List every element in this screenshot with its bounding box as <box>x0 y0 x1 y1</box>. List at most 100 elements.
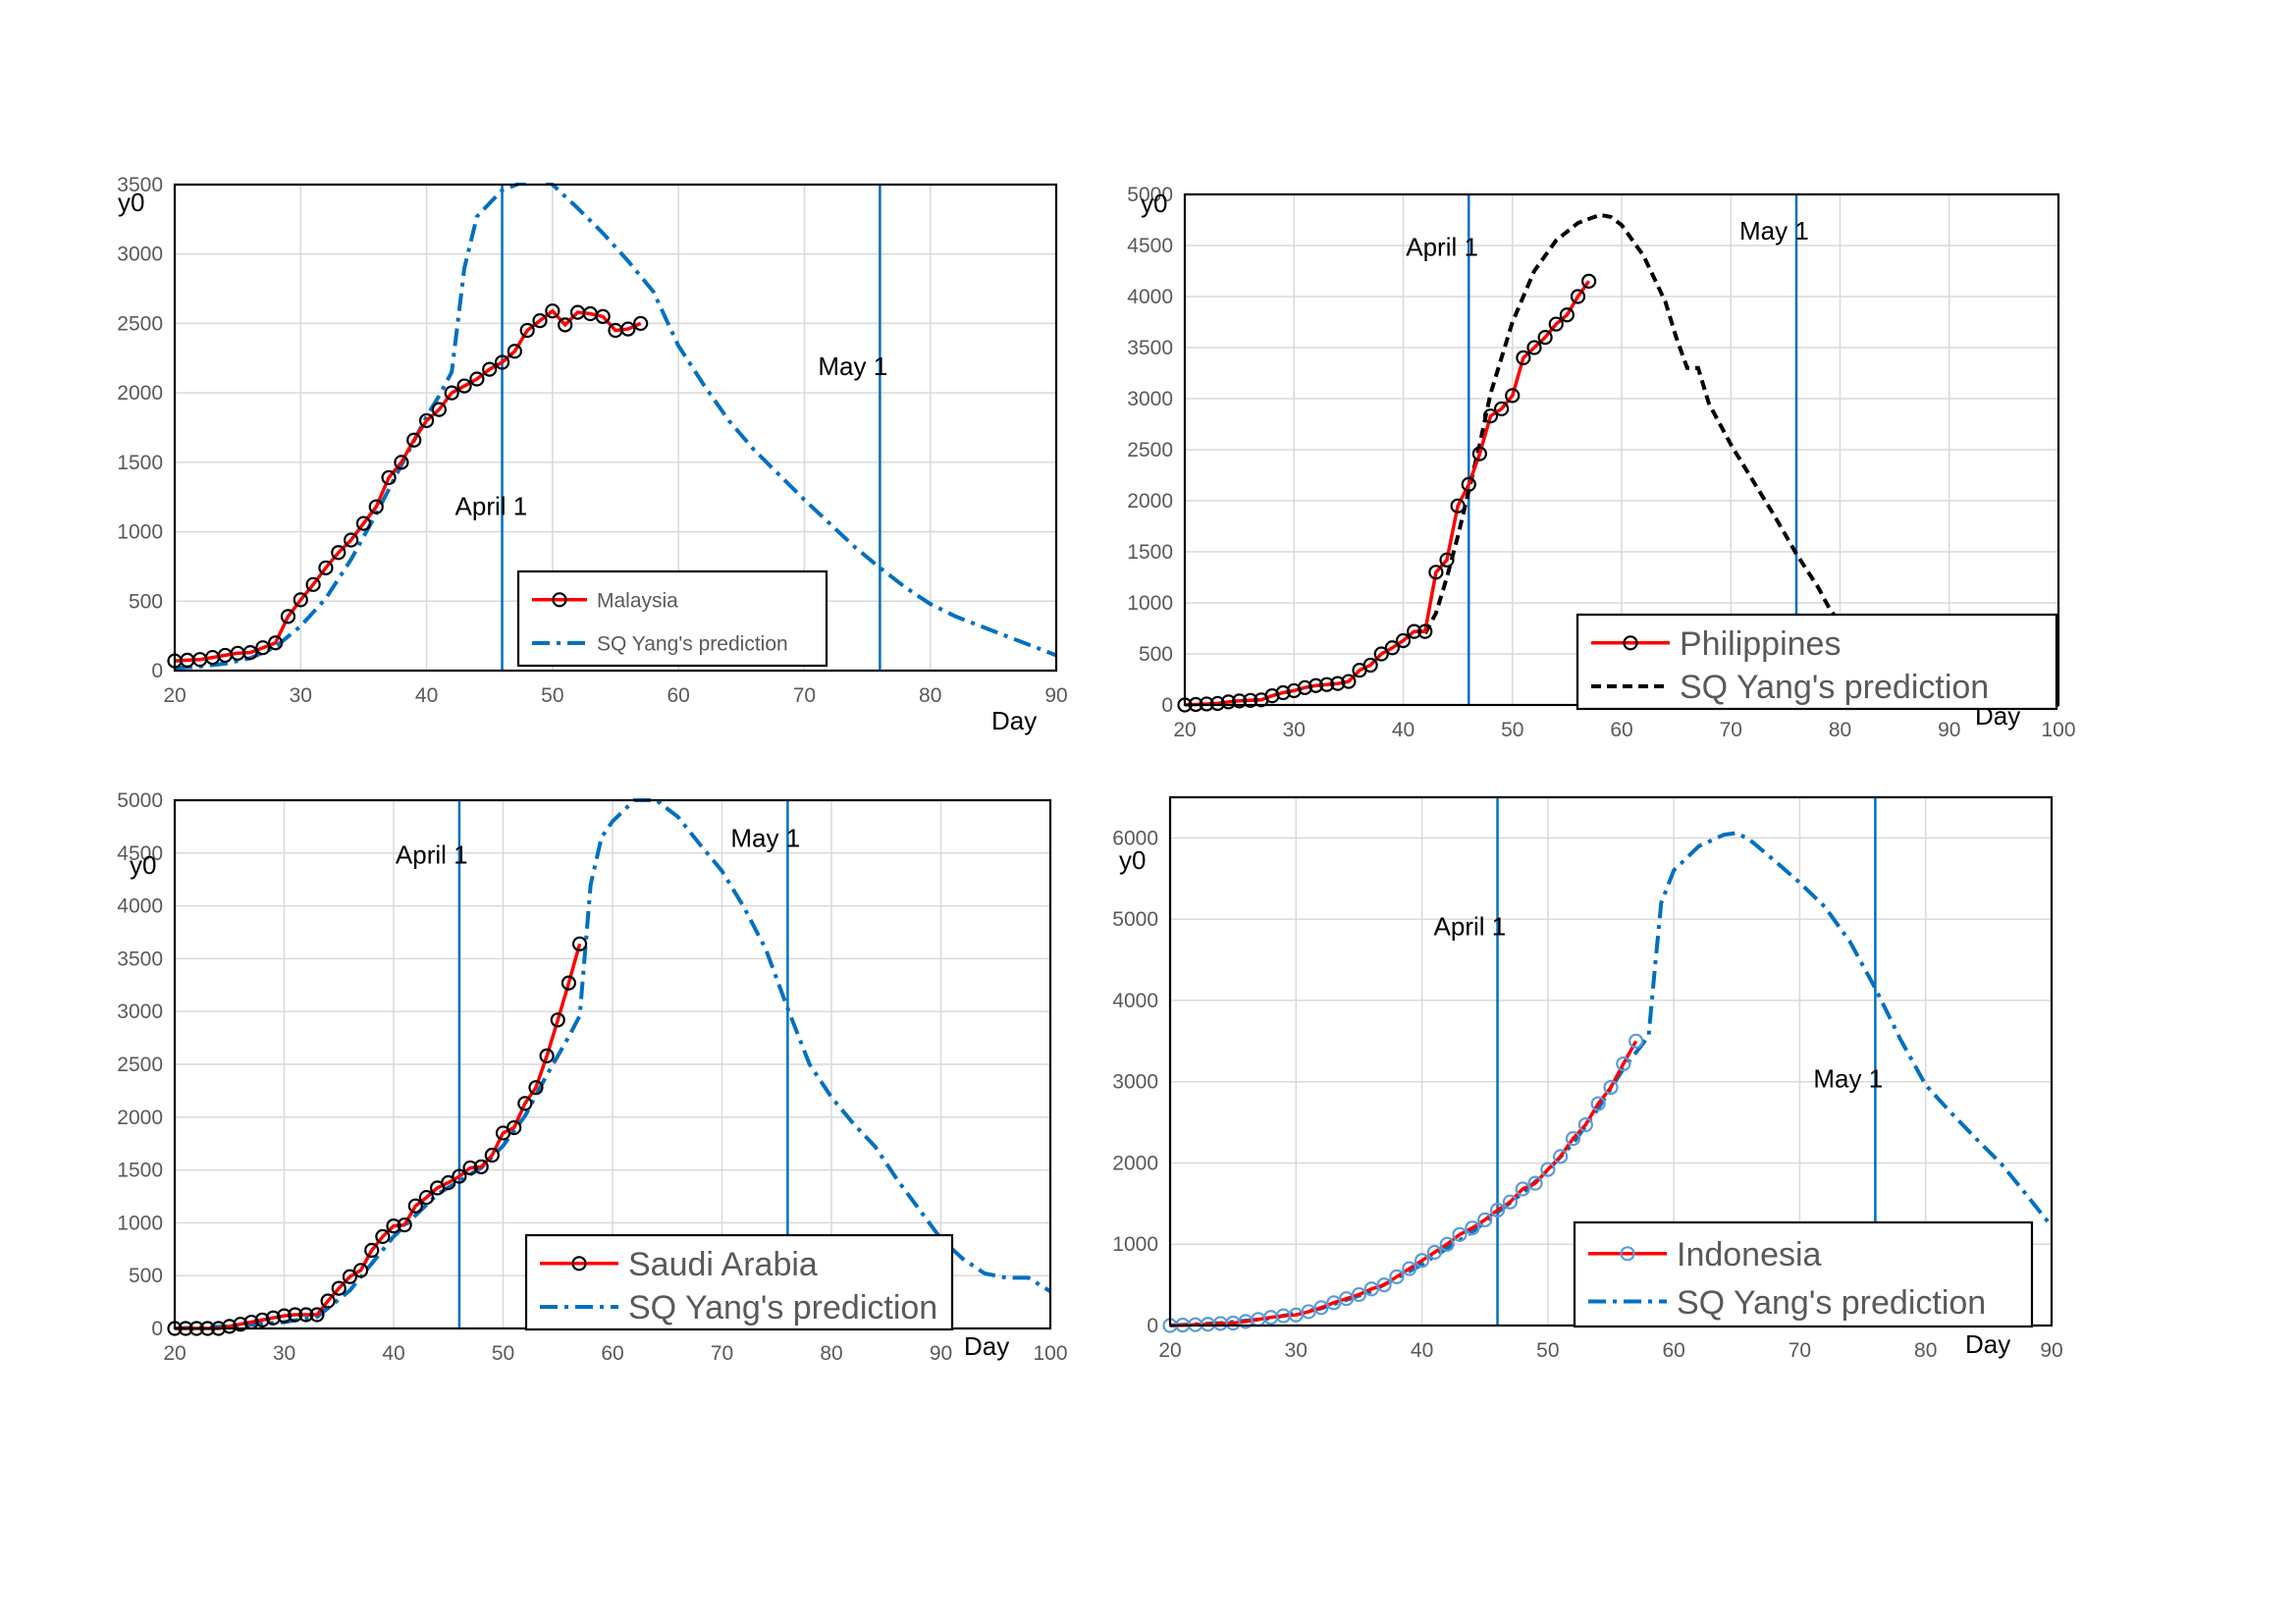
data-point <box>561 975 576 991</box>
data-point <box>1452 1226 1468 1242</box>
data-point <box>620 321 636 337</box>
data-point <box>352 1263 369 1278</box>
series-line-prediction <box>1170 831 2054 1327</box>
x-tick-label: 60 <box>601 1342 623 1365</box>
data-point <box>1540 1162 1556 1177</box>
legend-box <box>1575 613 2058 711</box>
chart-svg: 20 30 40 50 60 70 80 90 100050010001500200025003… <box>1127 184 2075 741</box>
chart-philippines: 20 30 40 50 60 70 80 90 100 0 500 1000 1500 2000 2500 3… <box>1090 157 2130 756</box>
data-point <box>233 1317 248 1332</box>
x-tick-label: 80 <box>820 1342 842 1365</box>
x-tick-label: 50 <box>492 1342 514 1365</box>
data-point <box>1629 1033 1644 1049</box>
y-tick-label: 6000 <box>1112 827 1158 849</box>
data-point <box>407 1198 423 1214</box>
data-point <box>1565 1131 1581 1147</box>
chart-svg: 20 30 40 50 60 70 80 90 0 1000 2000 3000 4000 5000 600… <box>1112 795 2063 1362</box>
data-point <box>1209 695 1225 712</box>
data-point <box>1439 552 1455 568</box>
annotation-label: May 1 <box>1739 216 1809 245</box>
x-tick-label: 70 <box>1789 1339 1811 1362</box>
y-tick-label: 4500 <box>117 842 163 865</box>
legend-label-observed: Saudi Arabia <box>628 1246 818 1283</box>
data-point <box>469 371 485 387</box>
y-tick-label: 3000 <box>117 1001 163 1023</box>
data-point <box>254 1312 270 1327</box>
annotation-label: April 1 <box>1406 232 1478 261</box>
data-point <box>1559 307 1575 323</box>
data-point <box>305 576 321 592</box>
data-point <box>558 317 573 333</box>
y-tick-label: 5000 <box>1127 184 1173 206</box>
data-point <box>1439 1236 1455 1252</box>
data-point <box>355 515 372 531</box>
y-tick-label: 4000 <box>117 895 163 918</box>
x-tick-label: 60 <box>667 684 689 707</box>
legend-marker-observed <box>571 1256 587 1272</box>
y-tick-label: 1500 <box>117 452 163 474</box>
data-point <box>298 1307 314 1323</box>
legend-marker-observed <box>552 592 567 608</box>
data-point <box>1319 677 1335 692</box>
x-tick-label: 70 <box>711 1342 733 1365</box>
data-point <box>1402 1261 1417 1276</box>
y-tick-label: 1500 <box>117 1160 163 1182</box>
data-point <box>1461 476 1476 492</box>
annotation-label: April 1 <box>396 840 468 870</box>
x-tick-label: 80 <box>1914 1339 1937 1362</box>
data-point <box>550 1012 565 1028</box>
data-point <box>1516 350 1531 365</box>
x-tick-label: 90 <box>2040 1339 2062 1362</box>
y-tick-label: 2000 <box>117 382 163 405</box>
x-tick-label: 40 <box>415 684 438 707</box>
legend-label-observed: Philippines <box>1680 625 1841 663</box>
data-point <box>1527 1175 1543 1191</box>
data-point <box>507 1119 522 1136</box>
y-tick-label: 1000 <box>117 1212 163 1234</box>
y-tick-label: 2000 <box>1112 1152 1158 1174</box>
data-point <box>1553 1149 1569 1164</box>
data-point <box>1376 1277 1392 1293</box>
data-point <box>265 1310 281 1326</box>
data-point <box>633 315 649 332</box>
annotation-label: April 1 <box>455 492 528 521</box>
annotation-label: May 1 <box>818 352 887 381</box>
data-point <box>517 1096 533 1111</box>
legend-label-prediction: SQ Yang's prediction <box>1677 1284 1986 1322</box>
y-tick-label: 2000 <box>117 1107 163 1129</box>
data-point <box>1428 565 1444 580</box>
data-point <box>268 635 284 651</box>
data-point <box>1308 677 1324 693</box>
data-point <box>1384 640 1400 656</box>
series-line-observed <box>175 943 582 1330</box>
data-point <box>1232 693 1248 709</box>
series-line-observed <box>1170 1040 1638 1327</box>
data-point <box>431 402 447 417</box>
x-tick-label: 50 <box>541 684 563 707</box>
y-tick-label: 3000 <box>117 244 163 266</box>
data-point <box>293 592 308 608</box>
y-tick-label: 4000 <box>1127 286 1173 308</box>
data-point <box>519 322 535 339</box>
x-tick-label: 100 <box>1033 1342 1067 1365</box>
x-axis-label: Day <box>964 1331 1009 1361</box>
data-point <box>344 532 359 548</box>
data-point <box>1482 408 1499 424</box>
x-tick-label: 20 <box>163 1342 186 1365</box>
data-point <box>1351 1286 1367 1303</box>
x-tick-label: 60 <box>1610 719 1632 741</box>
annotation-label: May 1 <box>730 823 800 852</box>
data-point <box>320 1293 336 1309</box>
data-point <box>1537 330 1553 346</box>
legend-box <box>1573 1220 2034 1328</box>
y-axis-label: y0 <box>130 850 156 880</box>
data-point <box>1407 623 1422 639</box>
y-tick-label: 2500 <box>117 312 163 335</box>
data-point <box>331 545 347 561</box>
data-point <box>1471 446 1487 461</box>
y-axis-label: y0 <box>1141 189 1167 218</box>
data-point <box>1389 1269 1405 1284</box>
x-tick-label: 50 <box>1536 1339 1559 1362</box>
data-point <box>462 1160 478 1176</box>
y-tick-label: 0 <box>151 1318 163 1340</box>
